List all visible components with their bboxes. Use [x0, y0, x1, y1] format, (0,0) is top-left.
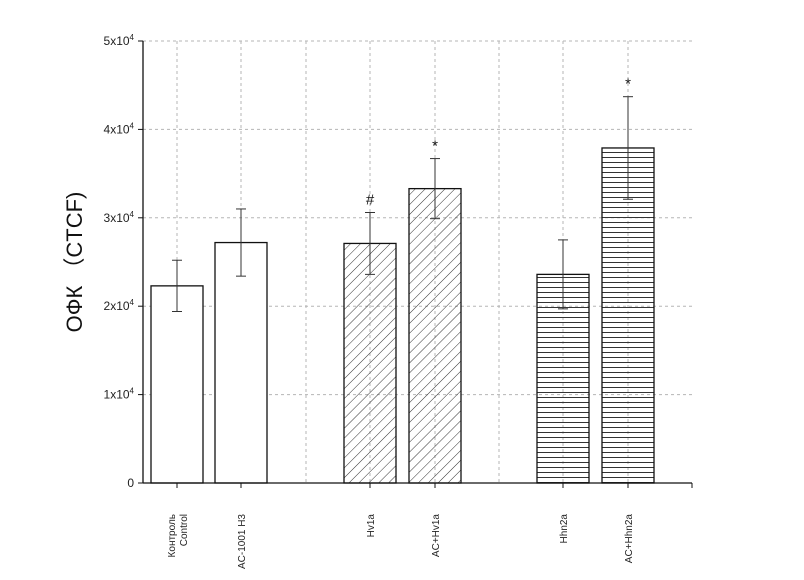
bar	[601, 147, 655, 484]
y-tick-label: 0	[127, 476, 134, 490]
category-label: Hv1a	[366, 514, 377, 538]
axes: Контроль Control AC-1001 H3 Hv1a AC+Hv1a Hhn2…	[104, 33, 693, 569]
bar	[214, 241, 268, 484]
significance-marker: #	[366, 191, 375, 208]
bar	[150, 285, 204, 484]
y-tick-label: 2x104	[104, 298, 135, 313]
significance-marker: *	[625, 76, 631, 93]
significance-marker: *	[432, 138, 438, 155]
category-label: Контроль	[167, 514, 178, 557]
y-tick-label: 5x104	[104, 33, 135, 48]
y-tick-label: 3x104	[104, 210, 135, 225]
bar	[408, 187, 462, 484]
category-label: AC-1001 H3	[237, 514, 248, 569]
category-label: AC+Hv1a	[431, 514, 442, 558]
bars: # * *	[150, 76, 655, 484]
y-tick-label: 4x104	[104, 121, 135, 136]
y-tick-label: 1x104	[104, 387, 135, 402]
y-axis-title: ОФК （CTCF)	[62, 192, 87, 333]
bar	[343, 242, 397, 484]
category-label: Hhn2a	[559, 514, 570, 544]
category-label: Control	[179, 514, 190, 546]
category-label: AC+Hhn2a	[624, 514, 635, 564]
